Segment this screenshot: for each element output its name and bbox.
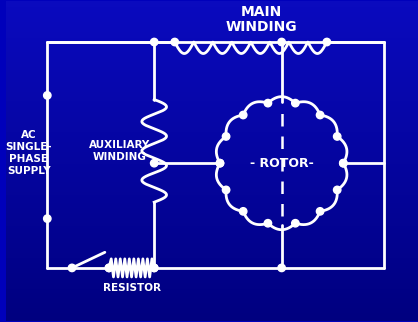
Circle shape [323, 38, 331, 46]
Circle shape [150, 264, 158, 272]
Circle shape [216, 159, 224, 167]
Circle shape [150, 159, 158, 167]
Circle shape [334, 186, 341, 194]
Circle shape [339, 159, 347, 167]
Circle shape [316, 208, 324, 215]
Circle shape [240, 111, 247, 119]
Circle shape [222, 186, 230, 194]
Circle shape [216, 159, 224, 167]
Text: RESISTOR: RESISTOR [102, 283, 161, 293]
Circle shape [292, 99, 299, 107]
Circle shape [292, 220, 299, 227]
Circle shape [68, 264, 76, 272]
Text: - ROTOR-: - ROTOR- [250, 157, 314, 170]
Circle shape [222, 133, 230, 140]
Circle shape [105, 264, 113, 272]
Circle shape [316, 111, 324, 119]
Circle shape [278, 38, 285, 46]
Circle shape [264, 99, 272, 107]
Circle shape [339, 159, 347, 167]
Circle shape [43, 215, 51, 222]
Circle shape [334, 133, 341, 140]
Circle shape [150, 38, 158, 46]
Circle shape [171, 38, 178, 46]
Circle shape [264, 220, 272, 227]
Circle shape [150, 264, 158, 272]
Circle shape [278, 264, 285, 272]
Circle shape [105, 264, 113, 272]
Circle shape [240, 208, 247, 215]
Circle shape [43, 92, 51, 99]
Text: AC
SINGLE-
PHASE
SUPPLY: AC SINGLE- PHASE SUPPLY [5, 130, 52, 176]
Text: MAIN
WINDING: MAIN WINDING [225, 5, 297, 34]
Text: AUXILIARY
WINDING: AUXILIARY WINDING [89, 140, 150, 162]
